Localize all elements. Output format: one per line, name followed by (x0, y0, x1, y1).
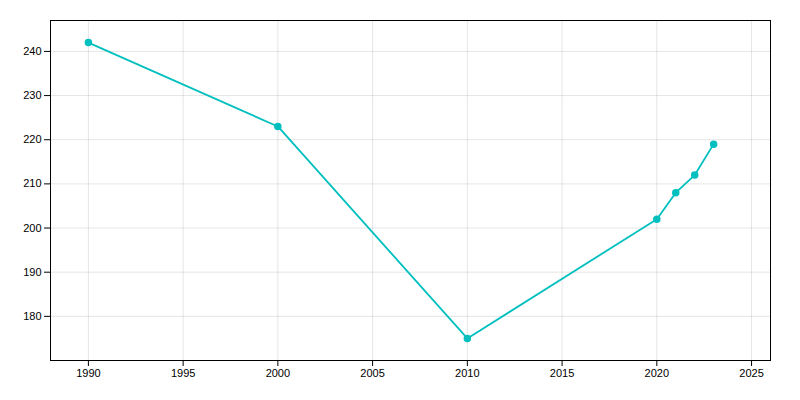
svg-text:2015: 2015 (550, 367, 574, 379)
svg-text:220: 220 (23, 133, 41, 145)
svg-text:240: 240 (23, 45, 41, 57)
svg-text:230: 230 (23, 89, 41, 101)
svg-text:210: 210 (23, 177, 41, 189)
svg-text:200: 200 (23, 222, 41, 234)
svg-text:2010: 2010 (455, 367, 479, 379)
svg-text:180: 180 (23, 310, 41, 322)
svg-text:2005: 2005 (360, 367, 384, 379)
svg-text:1995: 1995 (171, 367, 195, 379)
svg-text:1990: 1990 (76, 367, 100, 379)
svg-text:2020: 2020 (645, 367, 669, 379)
svg-text:2025: 2025 (739, 367, 763, 379)
svg-text:2000: 2000 (266, 367, 290, 379)
svg-text:190: 190 (23, 266, 41, 278)
